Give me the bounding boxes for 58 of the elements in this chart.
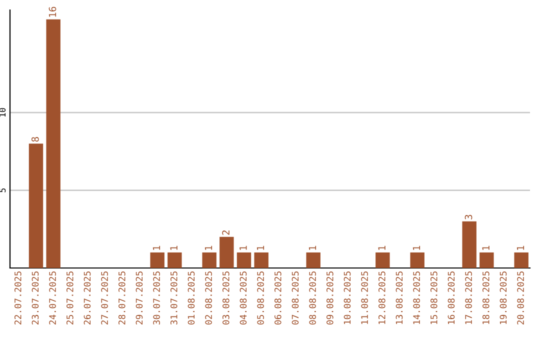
x-tick-label: 28.07.2025 [118,272,126,324]
bar [254,252,268,268]
bar [236,252,252,268]
x-tick-label: 05.08.2025 [257,272,264,325]
x-tick-label: 18.08.2025 [482,272,490,324]
data-label: 2 [222,230,230,235]
x-tick-label: 08.08.2025 [309,272,316,325]
x-tick-label: 23.07.2025 [32,272,39,324]
data-label: 1 [170,246,178,250]
x-tick-label: 09.08.2025 [326,272,334,325]
data-label: 16 [48,6,56,17]
x-tick-label: 01.08.2025 [188,272,195,325]
data-label: 1 [256,246,264,250]
x-tick-label: 25.07.2025 [66,272,74,324]
data-label: 1 [412,246,420,250]
x-tick-label: 30.07.2025 [153,272,160,325]
bar [410,252,424,268]
x-tick-label: 26.07.2025 [84,272,91,324]
bar [168,252,182,268]
data-label: 1 [240,246,247,250]
x-tick-label: 13.08.2025 [396,272,403,324]
x-tick-label: 15.08.2025 [430,272,438,324]
data-label: 1 [308,246,316,250]
x-tick-label: 04.08.2025 [240,272,247,325]
x-tick-label: 14.08.2025 [413,272,420,324]
x-tick-label: 10.08.2025 [344,272,351,324]
x-tick-label: 29.07.2025 [136,272,143,324]
data-label: 1 [516,246,524,250]
x-tick-label: 19.08.2025 [500,272,507,324]
bar [306,252,320,268]
x-tick-label: 03.08.2025 [222,272,230,325]
data-label: 3 [464,214,472,220]
bar [462,221,476,268]
data-label: 1 [152,246,160,250]
bar [46,19,60,268]
data-label: 1 [378,246,386,250]
data-label: 8 [31,137,39,142]
x-tick-label: 02.08.2025 [205,272,212,325]
x-tick-label: 16.08.2025 [448,272,455,324]
x-tick-label: 24.07.2025 [49,272,56,324]
x-tick-label: 22.07.2025 [14,272,22,324]
data-label: 1 [204,246,212,250]
x-tick-label: 17.08.2025 [465,272,472,324]
bar [28,144,44,268]
x-tick-label: 31.07.2025 [170,272,178,325]
bar [514,252,528,268]
x-tick-label: 11.08.2025 [361,272,368,324]
x-tick-label: 07.08.2025 [292,272,299,325]
bar [202,252,216,268]
x-tick-label: 20.08.2025 [517,272,524,324]
x-tick-label: 06.08.2025 [274,272,282,325]
data-label: 1 [482,246,490,250]
x-tick-label: 27.07.2025 [101,272,108,324]
x-tick-label: 12.08.2025 [378,272,386,324]
bar [220,236,234,268]
bar [150,252,164,268]
bar [480,252,494,268]
bar [376,252,390,268]
